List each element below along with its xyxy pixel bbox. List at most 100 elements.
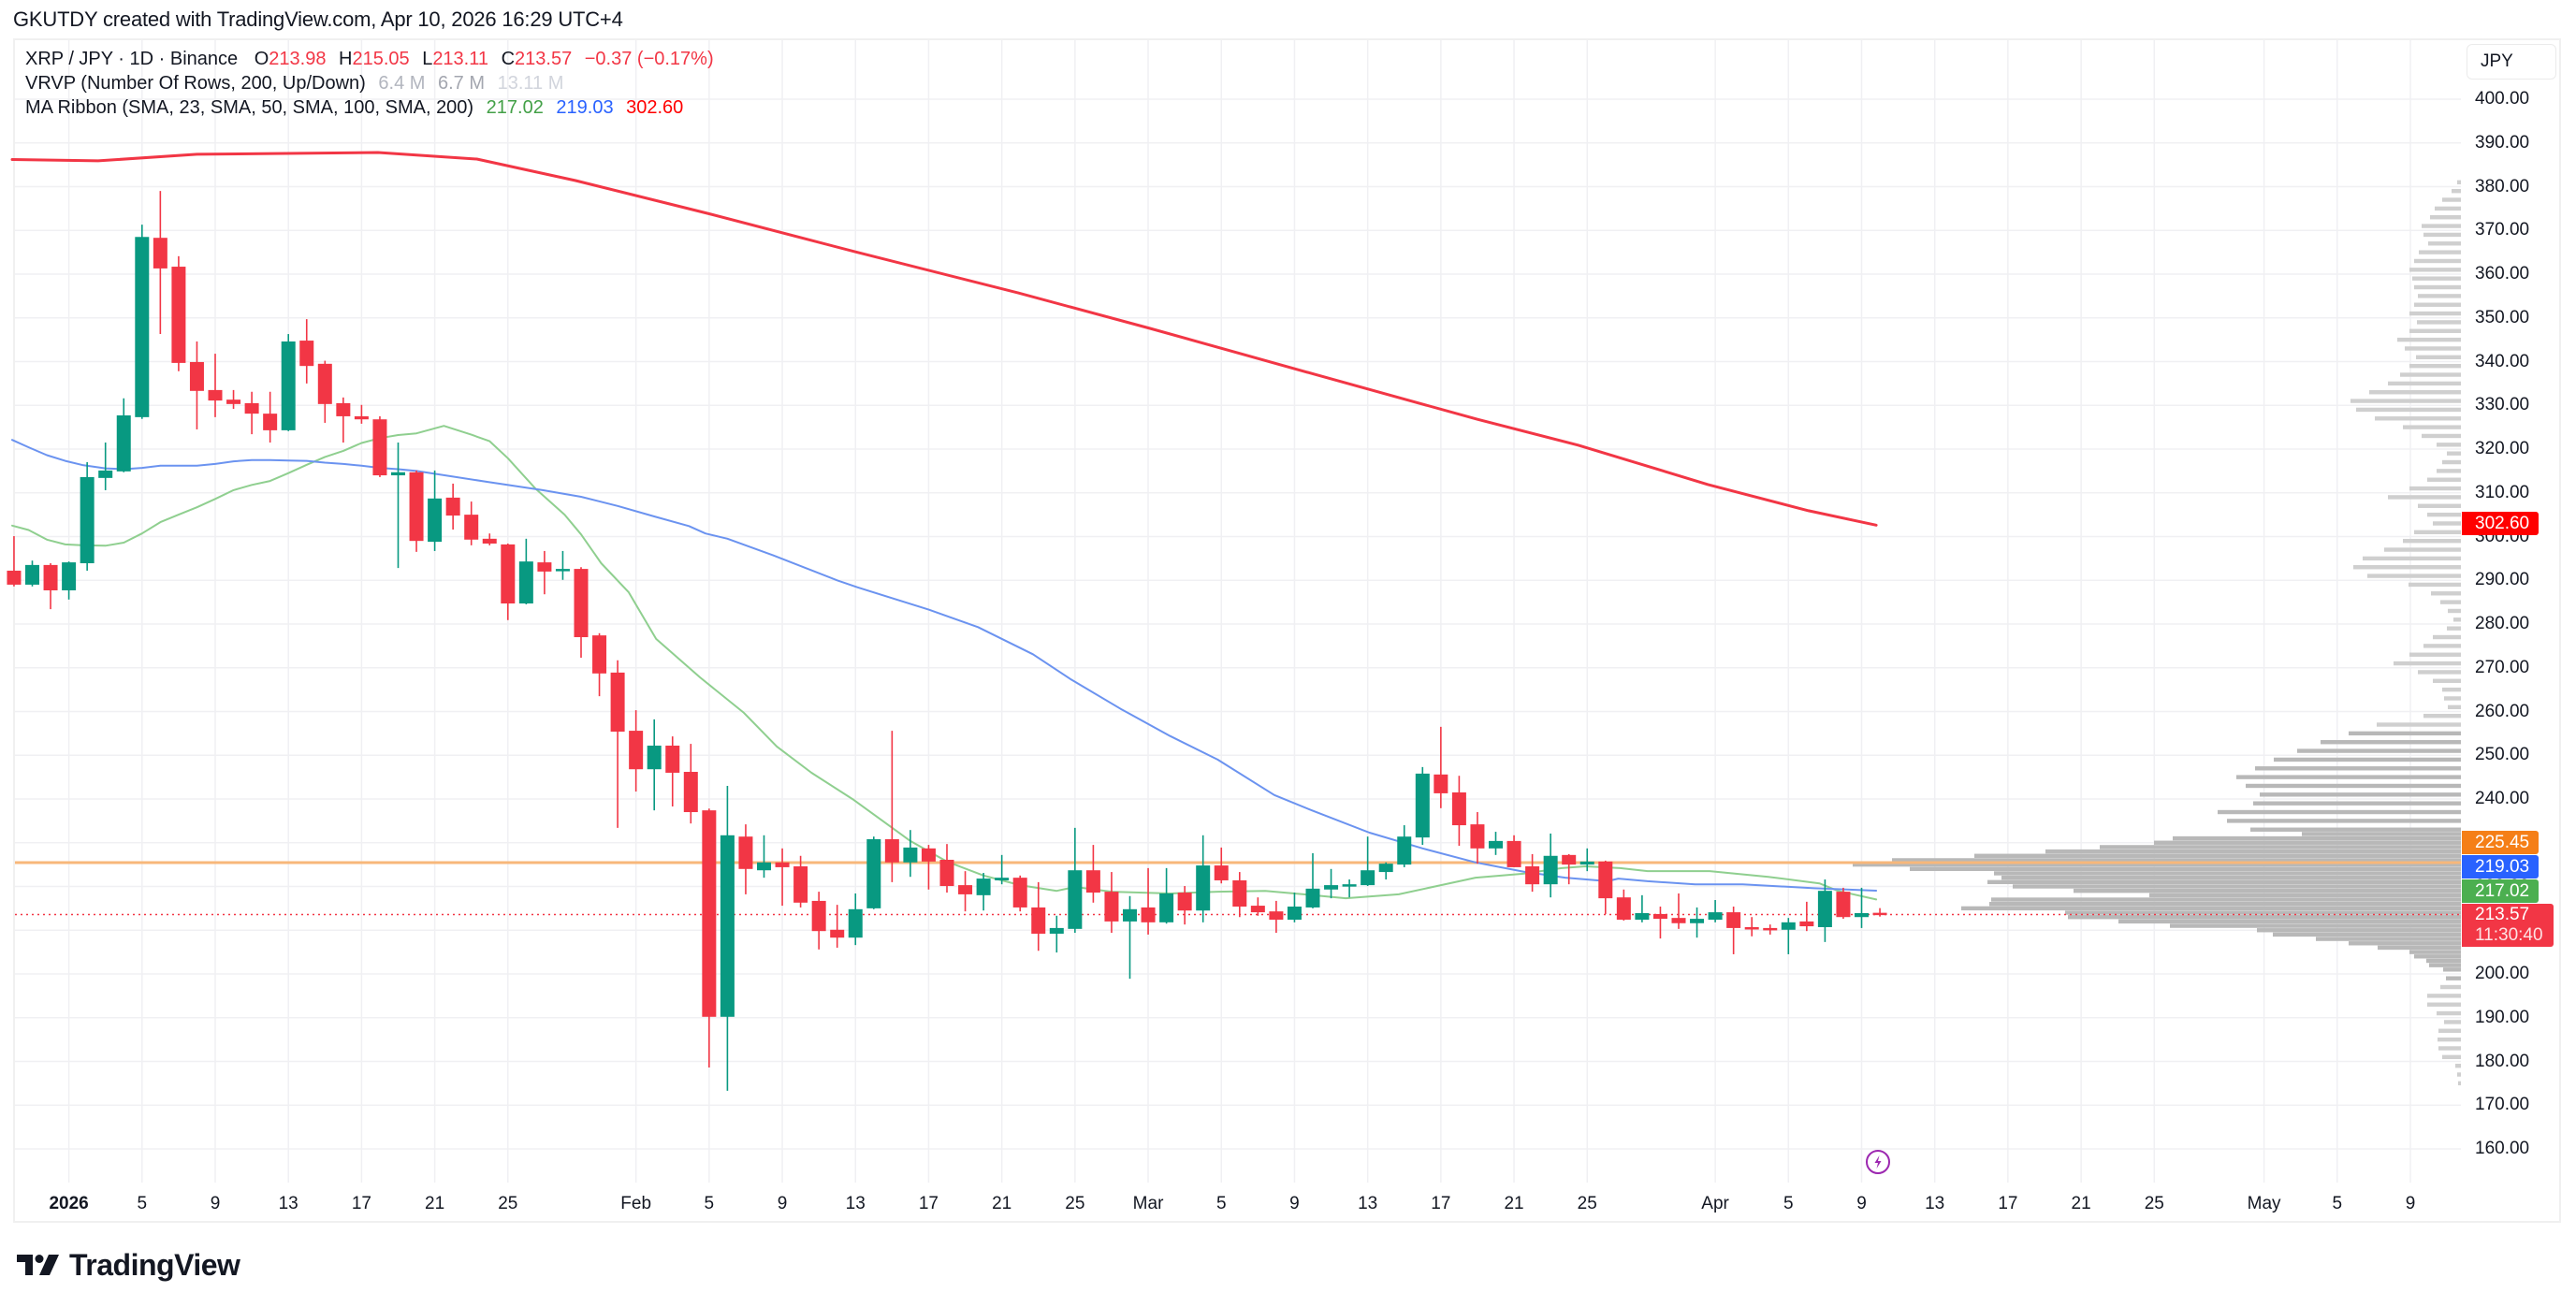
volume-profile-bar [2438, 1037, 2461, 1042]
volume-profile-bar [2427, 994, 2461, 998]
candle-body [921, 848, 936, 862]
volume-profile-bar [2437, 469, 2461, 473]
candle [1690, 907, 1705, 938]
candle-body [1763, 927, 1778, 931]
volume-profile-bar [2375, 416, 2461, 421]
candle [1287, 893, 1302, 922]
candle [939, 844, 954, 893]
price-tick-label: 290.00 [2475, 570, 2530, 590]
volume-profile-bar [2273, 932, 2461, 937]
candle [226, 389, 241, 409]
volume-profile-bar [2154, 840, 2461, 845]
candle [1085, 845, 1100, 903]
candle [336, 397, 351, 443]
candle [62, 561, 77, 600]
volume-profile-bar [2068, 915, 2461, 920]
legend-ma-row[interactable]: MA Ribbon (SMA, 23, SMA, 50, SMA, 100, S… [25, 95, 714, 120]
candle-body [1506, 840, 1521, 867]
volume-profile-bar [2218, 809, 2461, 815]
volume-profile-bar [2403, 425, 2461, 429]
candle-body [299, 341, 314, 367]
candle [1049, 915, 1064, 953]
candle [1525, 853, 1540, 893]
candle [1635, 894, 1650, 922]
candle [629, 710, 644, 792]
candle-body [1324, 885, 1339, 890]
price-tick-label: 380.00 [2475, 176, 2530, 196]
candle [1872, 908, 1887, 917]
candle-body [1141, 907, 1156, 922]
volume-profile-bar [2437, 1010, 2461, 1016]
candle [1068, 827, 1083, 934]
candle-body [720, 835, 735, 1017]
volume-profile-bar [2409, 582, 2461, 588]
time-tick-label: 17 [1998, 1194, 2018, 1213]
volume-profile-bar [2414, 530, 2461, 535]
candle-body [610, 672, 625, 733]
volume-profile-bar [2444, 1020, 2461, 1024]
legend-vrvp-row[interactable]: VRVP (Number Of Rows, 200, Up/Down) 6.4 … [25, 71, 714, 95]
volume-profile-bar [2447, 626, 2461, 631]
candle-body [1123, 908, 1137, 922]
time-tick-label: 13 [845, 1194, 866, 1213]
candle [80, 462, 95, 571]
candle-body [1269, 911, 1284, 921]
volume-profile-bar [2100, 845, 2461, 850]
candle [958, 871, 973, 912]
candle-body [665, 745, 680, 773]
volume-profile-bar [2369, 390, 2461, 395]
candle [1817, 879, 1832, 942]
price-tick-label: 190.00 [2475, 1007, 2530, 1027]
currency-selector[interactable]: JPY [2467, 44, 2556, 80]
candle-body [80, 476, 95, 564]
volume-profile-bar [2253, 801, 2461, 806]
ohlc-low-key: L [422, 49, 433, 69]
volume-profile-bar [2013, 884, 2461, 889]
volume-profile-bar [2378, 945, 2461, 951]
time-tick-label: 5 [704, 1194, 715, 1213]
ohlc-high-key: H [339, 49, 353, 69]
candle [995, 854, 1010, 885]
volume-profile-bar [2065, 910, 2461, 915]
candle [208, 354, 223, 417]
volume-profile-bar [1961, 906, 2461, 911]
candle-body [1031, 907, 1046, 934]
lightning-icon[interactable] [1866, 1150, 1890, 1174]
tradingview-logo[interactable]: TradingView [17, 1248, 240, 1282]
price-tick-label: 360.00 [2475, 264, 2530, 283]
time-tick-label: 21 [2071, 1194, 2091, 1213]
candle [7, 536, 22, 587]
candle [1269, 900, 1284, 934]
time-tick-label: 5 [1215, 1194, 1227, 1213]
vrvp-total-volume: 13.11 M [497, 73, 564, 94]
volume-profile-bar [2447, 451, 2461, 456]
sma50-line [11, 439, 1878, 892]
volume-profile-bar [2433, 678, 2461, 683]
ohlc-open-value: 213.98 [269, 49, 327, 69]
volume-profile-bar [2414, 284, 2461, 290]
legend-symbol-row[interactable]: XRP / JPY · 1D · Binance O213.98 H215.05… [25, 47, 714, 71]
volume-profile-bar [2409, 950, 2461, 954]
candle [171, 255, 186, 371]
sma23-line [11, 425, 1878, 901]
volume-profile-bar [2418, 503, 2461, 508]
price-tick-label: 200.00 [2475, 964, 2530, 983]
volume-profile-bar [2418, 670, 2461, 675]
candle-body [702, 810, 717, 1017]
volume-profile-bar [2367, 574, 2461, 578]
volume-profile-bar [2435, 206, 2461, 211]
price-tick-label: 320.00 [2475, 439, 2530, 458]
candle-body [939, 859, 954, 887]
candle [153, 191, 167, 335]
candle [720, 785, 735, 1091]
time-tick-label: 13 [1358, 1194, 1378, 1213]
candle [1616, 889, 1631, 921]
candle [1415, 766, 1430, 846]
candle-body [43, 564, 58, 591]
candle [1799, 901, 1814, 932]
volume-profile-bar [1989, 902, 2461, 907]
candle [1232, 872, 1247, 918]
volume-profile-bar [2457, 180, 2461, 185]
volume-profile-bar [2427, 477, 2461, 482]
